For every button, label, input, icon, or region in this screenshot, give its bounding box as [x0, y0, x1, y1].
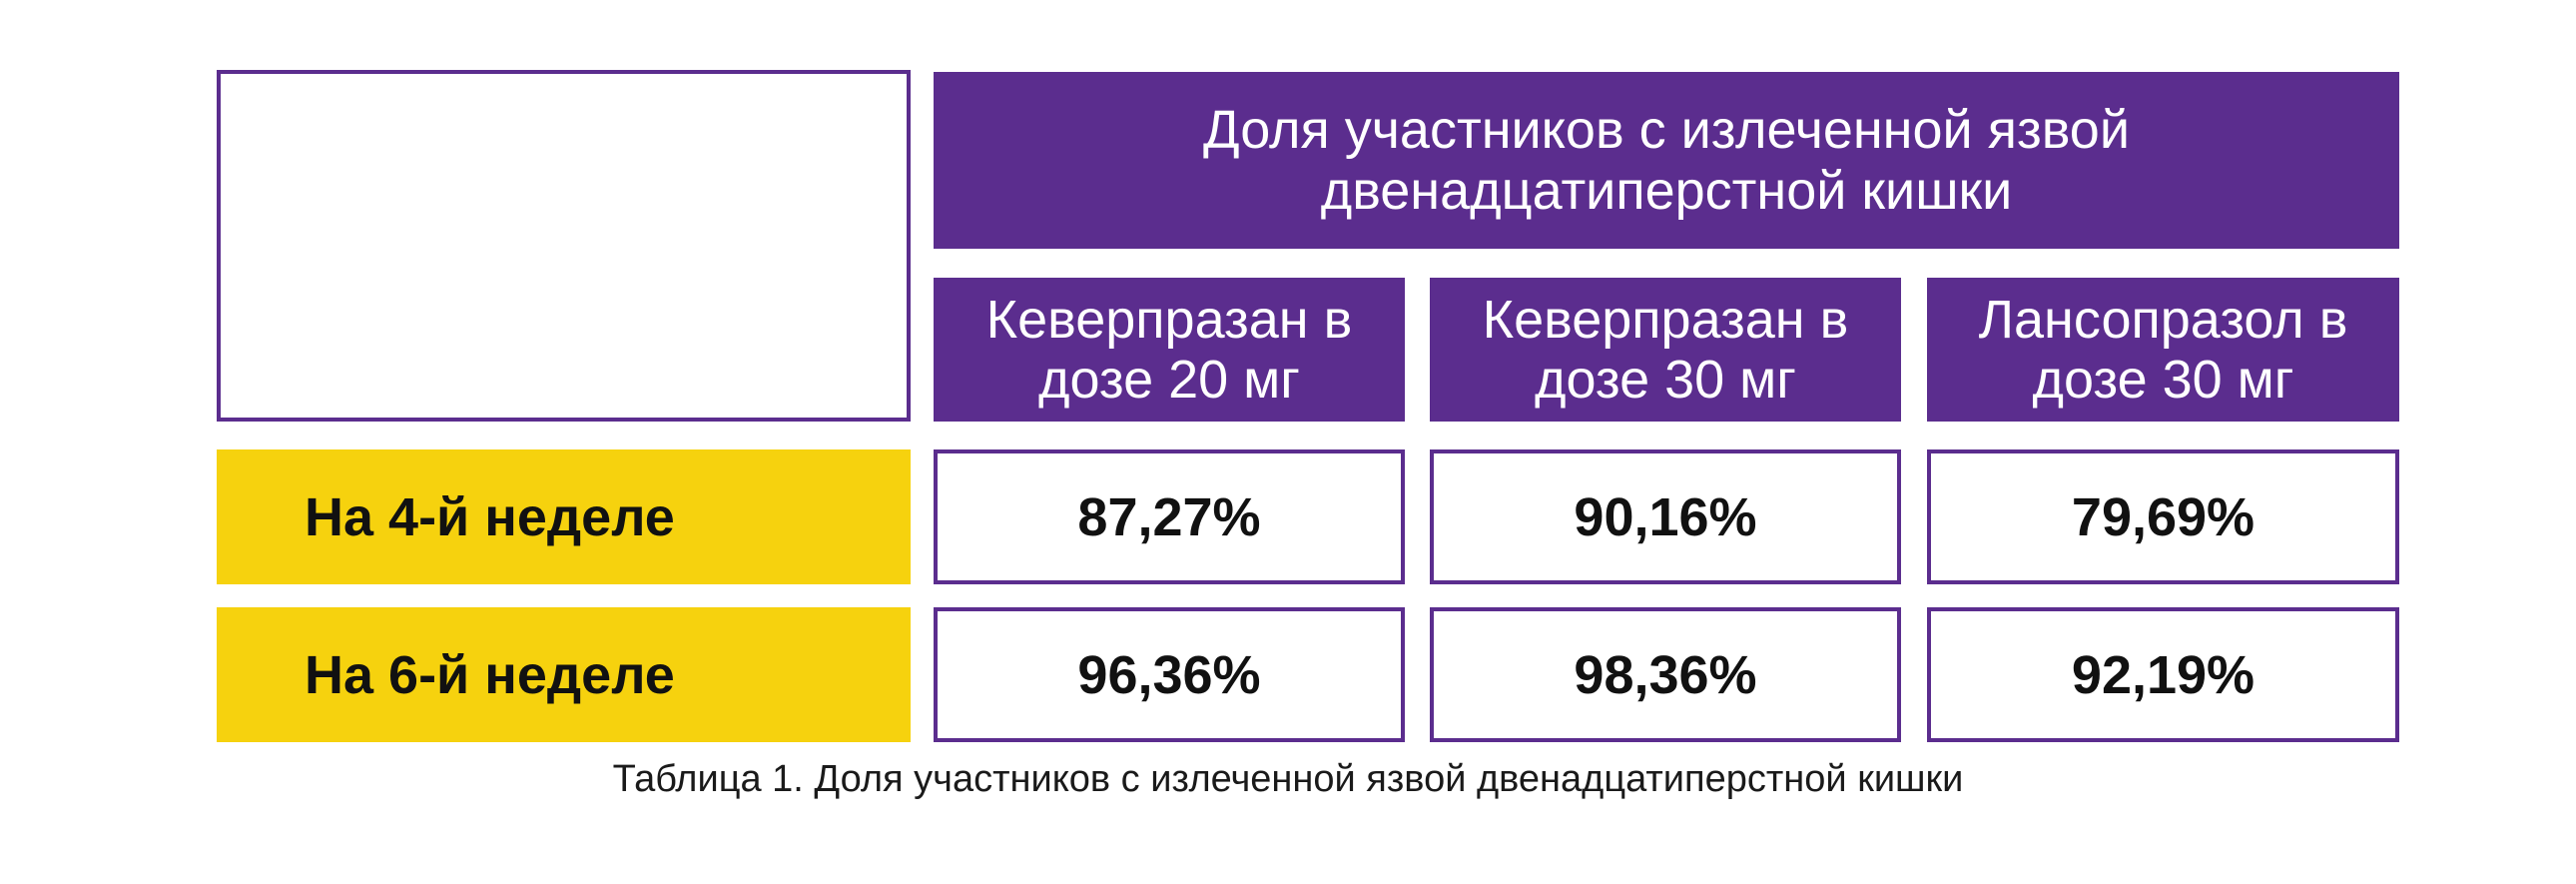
row-label-week-6: На 6-й неделе: [217, 607, 911, 742]
column-header-keverprazan-20: Кеверпразан в дозе 20 мг: [934, 278, 1405, 422]
table-cell-week4-keverprazan-30: 90,16%: [1430, 449, 1901, 584]
table-cell-week4-keverprazan-20: 87,27%: [934, 449, 1405, 584]
table-cell-week4-lansoprazole-30: 79,69%: [1927, 449, 2399, 584]
table-corner-cell: [217, 70, 911, 422]
table-caption: Таблица 1. Доля участников с излеченной …: [612, 758, 1964, 800]
row-label-week-4: На 4-й неделе: [217, 449, 911, 584]
table-super-header: Доля участников с излеченной язвой двена…: [934, 72, 2399, 249]
table-cell-week6-lansoprazole-30: 92,19%: [1927, 607, 2399, 742]
column-header-lansoprazole-30: Лансопразол в дозе 30 мг: [1927, 278, 2399, 422]
table-cell-week6-keverprazan-20: 96,36%: [934, 607, 1405, 742]
column-header-keverprazan-30: Кеверпразан в дозе 30 мг: [1430, 278, 1901, 422]
table-cell-week6-keverprazan-30: 98,36%: [1430, 607, 1901, 742]
